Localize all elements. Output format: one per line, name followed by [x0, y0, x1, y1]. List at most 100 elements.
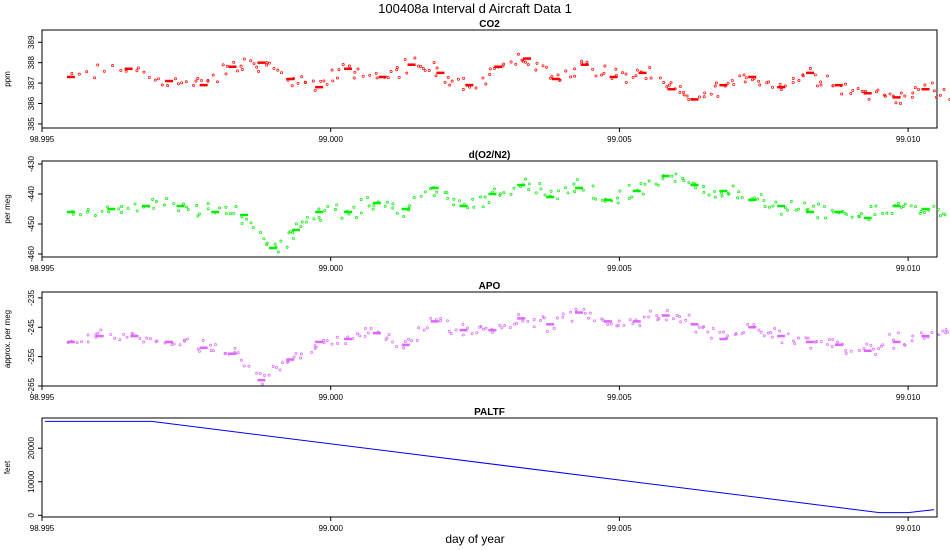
- data-point: [491, 330, 495, 334]
- data-point: [725, 336, 728, 340]
- data-point: [874, 90, 878, 94]
- data-point: [198, 349, 202, 353]
- data-point: [564, 186, 567, 190]
- data-point: [819, 80, 823, 84]
- data-point: [831, 84, 835, 88]
- data-point: [361, 74, 365, 78]
- data-point: [840, 342, 844, 346]
- data-point: [580, 61, 584, 65]
- data-point: [885, 211, 889, 215]
- data-point: [286, 360, 290, 364]
- data-point: [478, 325, 482, 329]
- data-point: [448, 83, 452, 87]
- data-point: [443, 80, 447, 84]
- data-point: [174, 77, 177, 81]
- data-point: [707, 193, 711, 197]
- data-point: [856, 87, 860, 91]
- data-point: [276, 68, 280, 72]
- data-point: [468, 85, 472, 89]
- data-point: [111, 64, 115, 68]
- data-point: [600, 73, 604, 77]
- data-point: [322, 341, 326, 345]
- data-point: [890, 212, 894, 215]
- data-point: [407, 208, 411, 212]
- x-tick-label: 99.000: [318, 393, 343, 402]
- data-point: [107, 210, 111, 214]
- data-point: [255, 371, 259, 375]
- data-point: [550, 74, 554, 78]
- data-point: [661, 174, 665, 178]
- data-point: [166, 84, 170, 88]
- data-point: [816, 216, 820, 220]
- data-point: [857, 349, 861, 352]
- data-point: [481, 76, 485, 80]
- data-point: [784, 206, 787, 210]
- data-point: [185, 205, 189, 209]
- data-point: [899, 91, 903, 95]
- data-point: [347, 212, 351, 216]
- data-point: [702, 191, 706, 194]
- data-point: [443, 191, 447, 195]
- data-point: [461, 322, 465, 326]
- data-point: [408, 204, 412, 208]
- data-point: [458, 199, 461, 203]
- data-point: [693, 182, 697, 186]
- data-point: [932, 204, 936, 208]
- data-point: [552, 327, 556, 330]
- data-point: [606, 323, 610, 326]
- data-point: [902, 342, 906, 346]
- data-point: [673, 87, 677, 91]
- data-point: [746, 323, 750, 326]
- data-point: [786, 208, 789, 212]
- data-point: [252, 62, 256, 66]
- data-point: [791, 77, 795, 80]
- data-point: [71, 212, 75, 216]
- data-point: [255, 65, 259, 69]
- data-point: [333, 208, 337, 211]
- data-point: [797, 336, 800, 340]
- panel-title: CO2: [479, 19, 500, 30]
- data-point: [742, 330, 746, 334]
- data-point: [867, 218, 871, 222]
- data-point: [403, 57, 407, 61]
- data-point: [194, 79, 198, 83]
- data-point: [417, 326, 421, 330]
- data-point: [839, 84, 843, 88]
- data-point: [627, 196, 631, 200]
- data-point: [242, 57, 246, 61]
- x-tick-label: 99.005: [607, 264, 632, 273]
- data-point: [429, 316, 433, 320]
- data-point: [526, 63, 530, 67]
- data-point: [791, 339, 795, 343]
- data-point: [806, 336, 810, 340]
- data-point: [656, 183, 660, 187]
- data-point: [371, 207, 375, 211]
- data-point: [771, 204, 775, 208]
- data-point: [142, 340, 146, 344]
- data-point: [178, 343, 182, 347]
- data-point: [585, 60, 589, 64]
- data-point: [484, 82, 488, 86]
- data-point: [648, 309, 652, 313]
- data-point: [206, 207, 210, 211]
- data-point: [926, 335, 930, 339]
- data-point: [786, 332, 790, 336]
- data-point: [340, 216, 344, 220]
- data-point: [517, 312, 520, 316]
- data-point: [714, 81, 718, 85]
- data-point: [538, 181, 542, 185]
- x-tick-label: 99.000: [318, 264, 343, 273]
- data-point: [493, 187, 496, 191]
- data-point: [113, 336, 117, 340]
- data-point: [844, 82, 847, 86]
- data-point: [155, 339, 159, 343]
- data-point: [797, 79, 801, 83]
- data-point: [840, 92, 844, 96]
- data-point: [819, 83, 823, 87]
- data-point: [687, 98, 691, 101]
- data-point: [591, 67, 595, 71]
- data-point: [867, 97, 871, 101]
- data-point: [922, 336, 926, 340]
- data-point: [435, 190, 439, 194]
- y-axis-label: ppm: [3, 71, 12, 87]
